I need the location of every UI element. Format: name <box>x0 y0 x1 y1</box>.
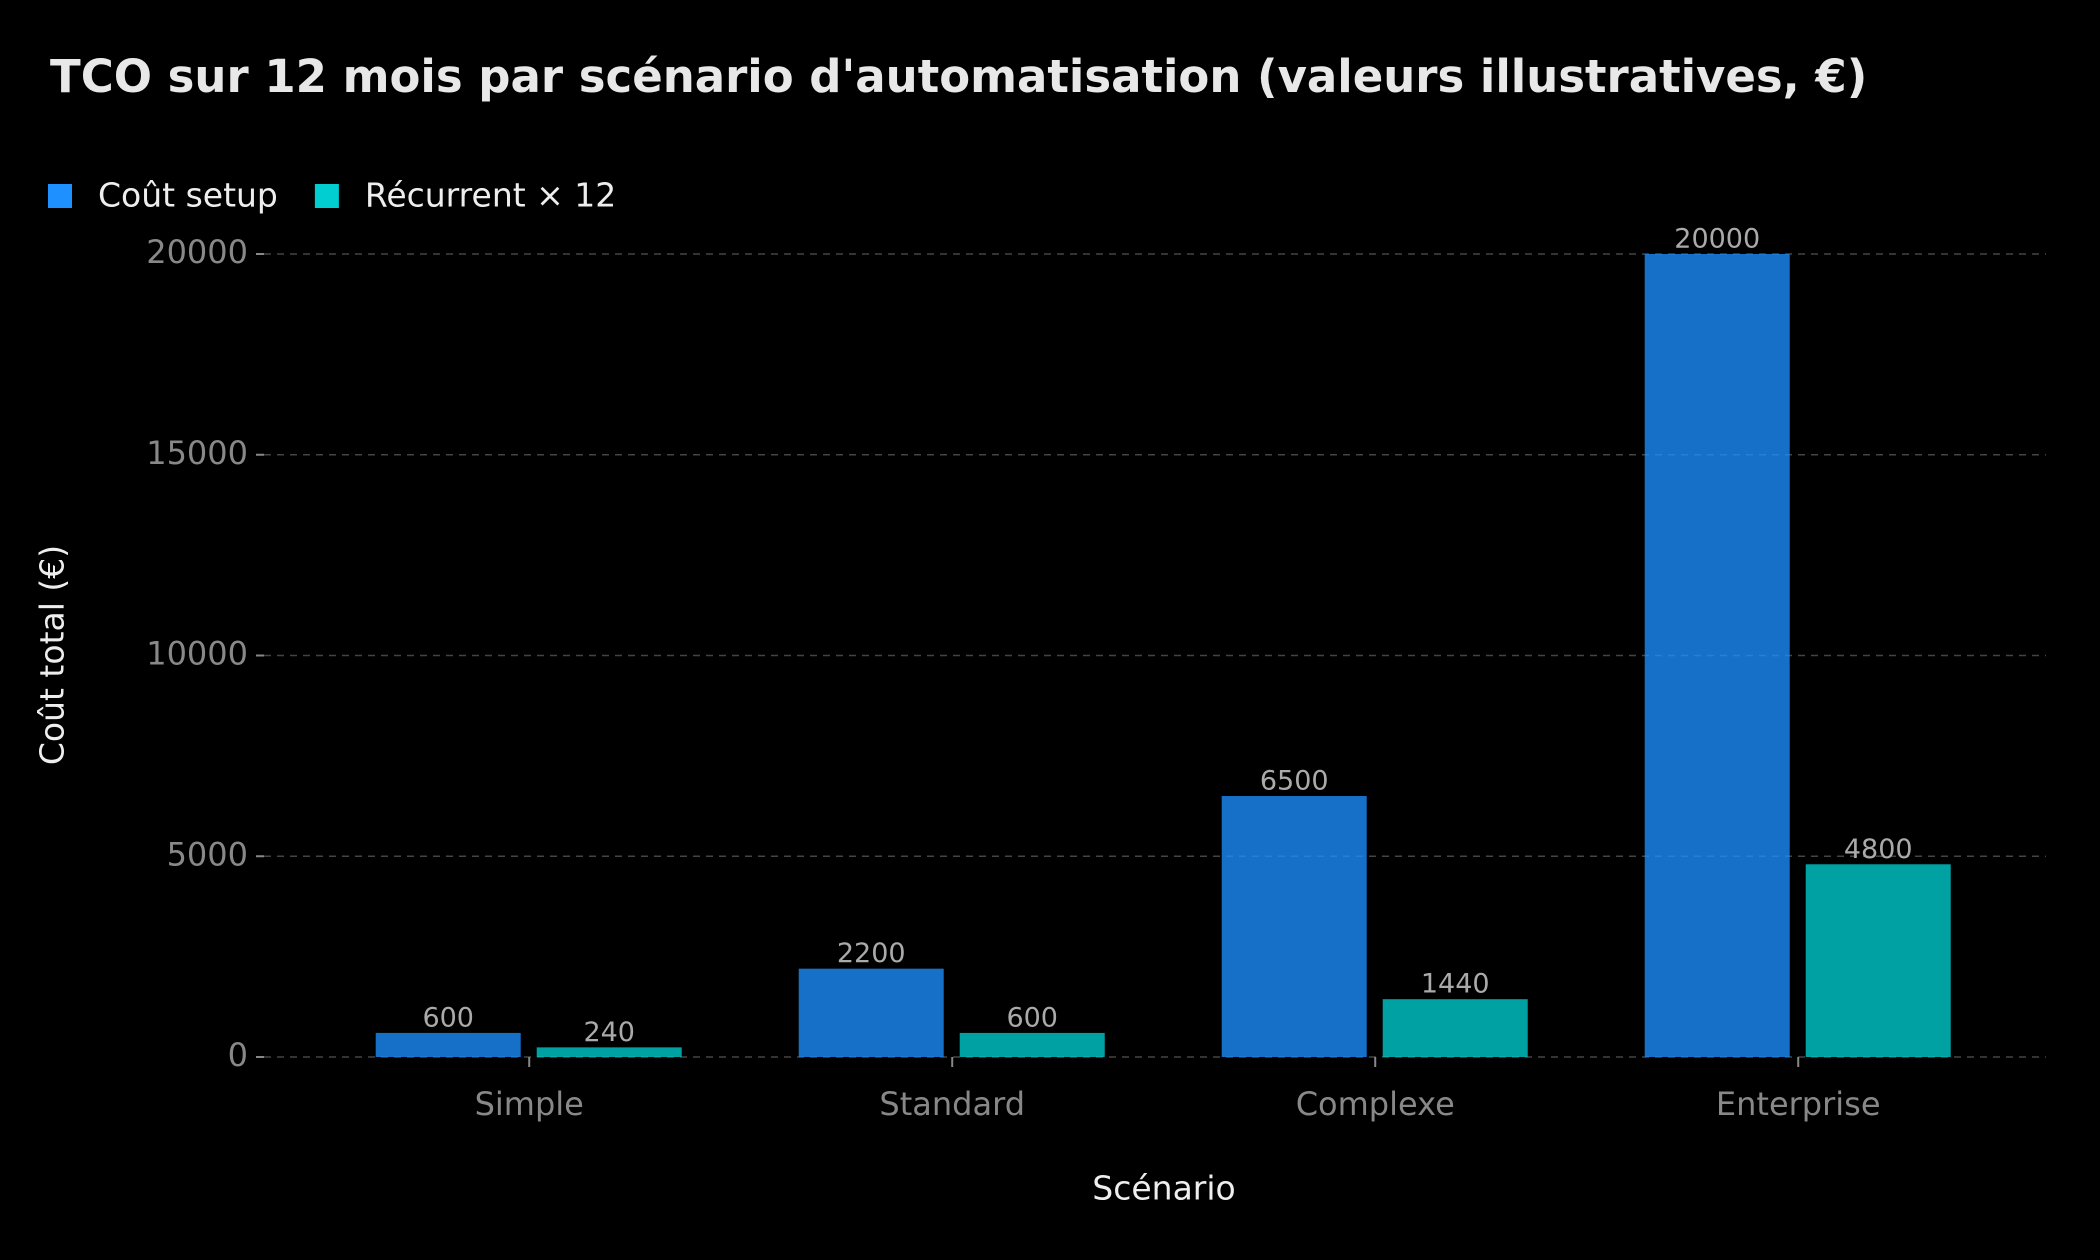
x-tick-label: Standard <box>879 1085 1025 1123</box>
legend-swatch <box>314 184 339 208</box>
value-label: 4800 <box>1844 834 1913 865</box>
bar <box>1382 999 1528 1057</box>
x-axis-label: Scénario <box>1092 1169 1235 1208</box>
y-tick-label: 20000 <box>146 233 248 271</box>
bar <box>959 1032 1105 1057</box>
bar <box>1221 796 1367 1057</box>
bar <box>375 1032 521 1057</box>
legend-swatch <box>48 184 72 208</box>
x-tick-label: Simple <box>475 1085 584 1123</box>
bar <box>798 968 944 1057</box>
y-tick-label: 5000 <box>167 835 248 873</box>
value-label: 2200 <box>837 938 906 969</box>
bar <box>1644 254 1790 1057</box>
chart-title: TCO sur 12 mois par scénario d'automatis… <box>50 50 1867 103</box>
y-axis-label: Coût total (€) <box>33 545 72 765</box>
value-label: 1440 <box>1421 969 1490 1000</box>
bar <box>536 1047 682 1057</box>
y-tick-label: 0 <box>228 1036 248 1074</box>
value-label: 6500 <box>1260 766 1329 797</box>
legend-label: Coût setup <box>98 176 278 215</box>
legend-label: Récurrent × 12 <box>365 176 616 215</box>
value-label: 600 <box>1006 1002 1058 1033</box>
x-tick-label: Enterprise <box>1716 1085 1881 1123</box>
value-label: 240 <box>583 1017 635 1048</box>
y-tick-label: 10000 <box>146 635 248 673</box>
value-label: 600 <box>422 1002 474 1033</box>
y-tick-label: 15000 <box>146 434 248 472</box>
value-label: 20000 <box>1674 224 1760 255</box>
x-tick-label: Complexe <box>1296 1085 1455 1123</box>
bar <box>1805 864 1951 1057</box>
